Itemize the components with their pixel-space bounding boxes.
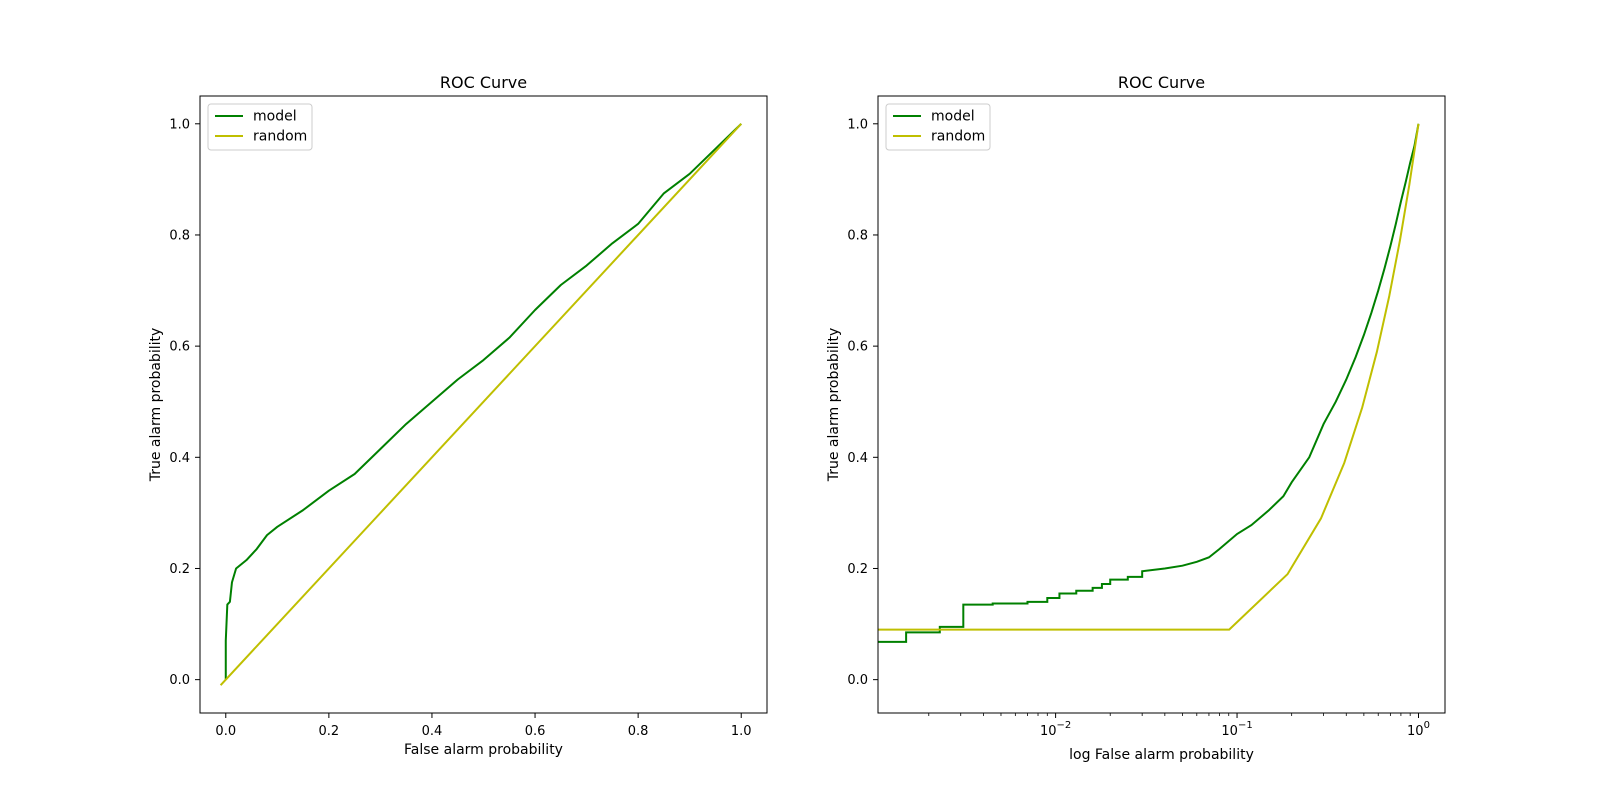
- left-chart-title: ROC Curve: [440, 73, 527, 92]
- left-legend-label-model: model: [253, 109, 297, 125]
- left-y-tick-label: 0.2: [169, 562, 190, 577]
- left-x-tick-label: 1.0: [731, 724, 752, 739]
- right-legend-label-model: model: [931, 109, 975, 125]
- left-y-tick-label: 0.8: [169, 228, 190, 243]
- left-panel: ROC Curve 0.0 0.2 0.4 0.6 0.8 1.0 0.00.20.40.…: [148, 73, 768, 758]
- right-y-tick-label: 0.4: [847, 451, 868, 466]
- right-panel: ROC Curve 10−2 10−1 100 0.0 0.2 0.4 0.6 0.8 1.0…: [826, 73, 1446, 763]
- right-series-random: [878, 123, 1420, 631]
- right-y-axis-label: True alarm probability: [826, 328, 842, 483]
- left-series-model: [224, 123, 742, 680]
- left-legend-label-random: random: [253, 129, 307, 145]
- right-y-tick-label: 0.2: [847, 562, 868, 577]
- right-plot-layer: [878, 123, 1420, 643]
- right-y-tick-label: 0.6: [847, 340, 868, 355]
- right-x-axis-label: log False alarm probability: [1069, 747, 1254, 763]
- left-x-ticks: 0.0 0.2 0.4 0.6 0.8 1.0: [215, 713, 752, 739]
- left-y-tick-label: 0.0: [169, 673, 190, 688]
- left-y-ticks: 0.0 0.2 0.4 0.6 0.8 1.0: [169, 117, 200, 688]
- left-y-tick-label: 1.0: [169, 117, 190, 132]
- right-plot-frame: [877, 95, 1446, 714]
- left-x-tick-label: 0.8: [628, 724, 649, 739]
- right-legend: model random: [885, 103, 991, 151]
- right-x-ticks: 10−2 10−1 100: [928, 713, 1430, 739]
- left-x-tick-label: 0.4: [422, 724, 443, 739]
- left-x-tick-label: 0.6: [525, 724, 546, 739]
- right-legend-label-random: random: [931, 129, 985, 145]
- right-y-tick-label: 0.8: [847, 228, 868, 243]
- right-chart-title: ROC Curve: [1118, 73, 1205, 92]
- right-y-tick-label: 1.0: [847, 117, 868, 132]
- left-y-axis-label: True alarm probability: [148, 328, 164, 483]
- right-x-tick-label: 10−1: [1221, 720, 1252, 739]
- left-plot-frame: [199, 95, 768, 714]
- right-x-tick-label: 100: [1407, 720, 1430, 739]
- left-y-tick-label: 0.6: [169, 340, 190, 355]
- left-series-random: [219, 123, 742, 686]
- left-y-tick-label: 0.4: [169, 451, 190, 466]
- left-x-tick-label: 0.2: [319, 724, 340, 739]
- right-series-model: [878, 123, 1420, 643]
- left-x-axis-label: False alarm probability: [404, 742, 563, 758]
- right-y-tick-label: 0.0: [847, 673, 868, 688]
- left-legend: model random: [207, 103, 313, 151]
- right-x-tick-label: 10−2: [1040, 720, 1071, 739]
- left-plot-layer: [219, 123, 742, 686]
- left-x-tick-label: 0.0: [215, 724, 236, 739]
- right-y-ticks: 0.0 0.2 0.4 0.6 0.8 1.0: [847, 117, 878, 688]
